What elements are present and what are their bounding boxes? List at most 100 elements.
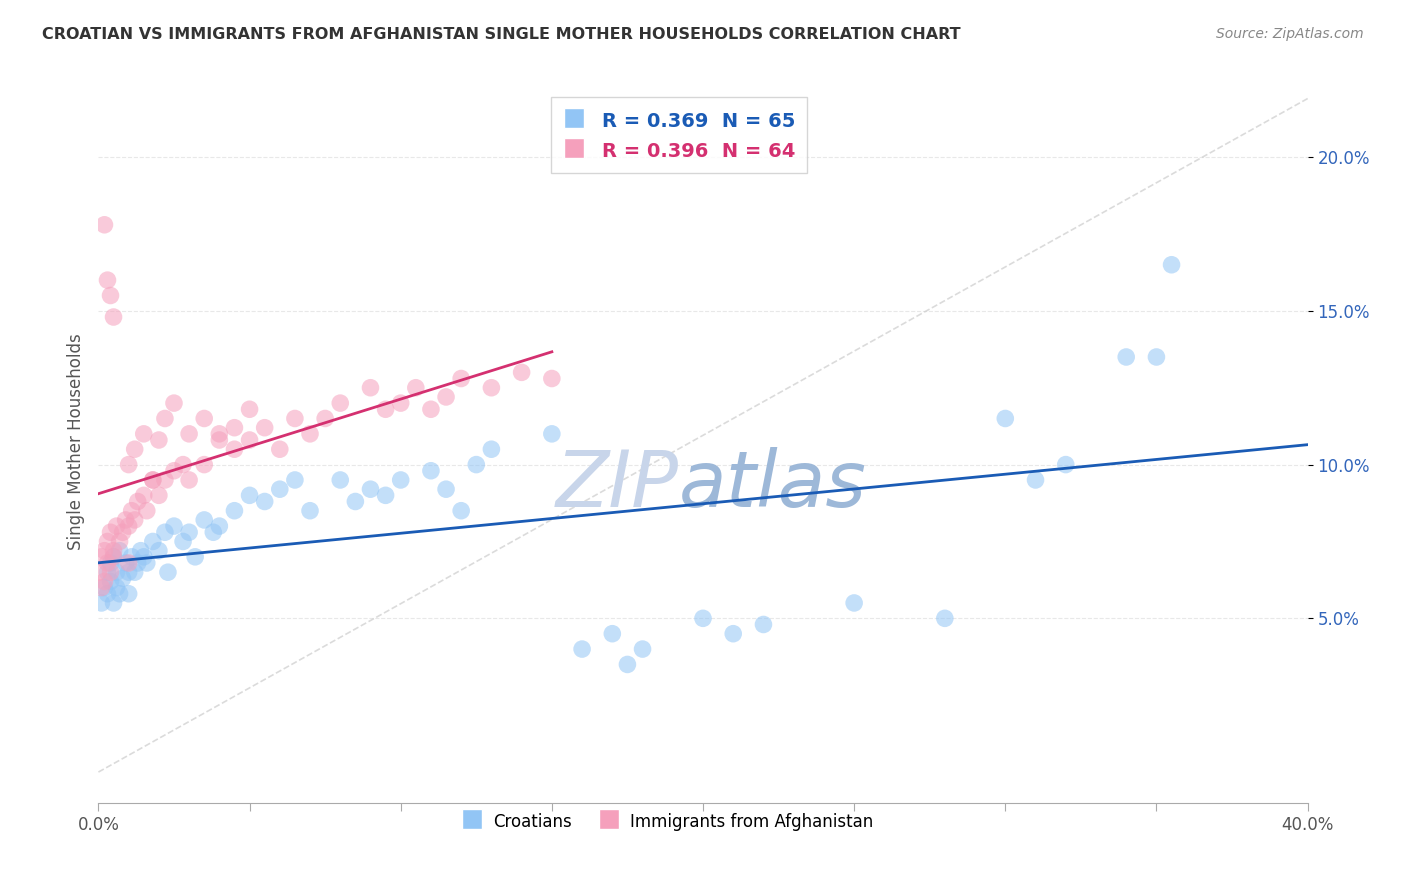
Point bbox=[100, 525, 122, 540]
Point bbox=[129, 543, 152, 558]
Point bbox=[994, 411, 1017, 425]
Point bbox=[93, 218, 115, 232]
Point bbox=[93, 543, 115, 558]
Point bbox=[692, 611, 714, 625]
Point bbox=[124, 513, 146, 527]
Point bbox=[202, 525, 225, 540]
Point bbox=[253, 494, 276, 508]
Point bbox=[118, 556, 141, 570]
Point bbox=[184, 549, 207, 564]
Point bbox=[465, 458, 488, 472]
Point bbox=[96, 565, 118, 579]
Point bbox=[602, 626, 624, 640]
Point bbox=[1160, 258, 1182, 272]
Legend: Croatians, Immigrants from Afghanistan: Croatians, Immigrants from Afghanistan bbox=[453, 805, 880, 838]
Point bbox=[93, 581, 115, 595]
Point bbox=[224, 442, 246, 457]
Point bbox=[142, 473, 165, 487]
Point bbox=[224, 504, 246, 518]
Point bbox=[389, 473, 412, 487]
Point bbox=[118, 565, 141, 579]
Point bbox=[269, 482, 291, 496]
Point bbox=[284, 473, 307, 487]
Point bbox=[96, 556, 118, 570]
Point bbox=[193, 458, 215, 472]
Point bbox=[193, 411, 215, 425]
Point bbox=[631, 642, 654, 657]
Point bbox=[90, 596, 112, 610]
Point bbox=[90, 581, 112, 595]
Point bbox=[481, 442, 503, 457]
Point bbox=[224, 420, 246, 434]
Point bbox=[208, 519, 231, 533]
Point bbox=[148, 433, 170, 447]
Point bbox=[100, 288, 122, 302]
Point bbox=[118, 458, 141, 472]
Point bbox=[1024, 473, 1046, 487]
Point bbox=[193, 513, 215, 527]
Point bbox=[253, 420, 276, 434]
Point bbox=[103, 310, 125, 324]
Text: CROATIAN VS IMMIGRANTS FROM AFGHANISTAN SINGLE MOTHER HOUSEHOLDS CORRELATION CHA: CROATIAN VS IMMIGRANTS FROM AFGHANISTAN … bbox=[42, 27, 960, 42]
Point bbox=[172, 534, 194, 549]
Point bbox=[156, 565, 179, 579]
Point bbox=[239, 433, 262, 447]
Point bbox=[114, 513, 136, 527]
Point bbox=[108, 543, 131, 558]
Point bbox=[389, 396, 412, 410]
Text: ZIP: ZIP bbox=[555, 447, 679, 523]
Point bbox=[118, 519, 141, 533]
Point bbox=[153, 411, 176, 425]
Point bbox=[96, 534, 118, 549]
Point bbox=[163, 464, 186, 478]
Point bbox=[179, 525, 201, 540]
Point bbox=[405, 381, 427, 395]
Text: Source: ZipAtlas.com: Source: ZipAtlas.com bbox=[1216, 27, 1364, 41]
Point bbox=[103, 543, 125, 558]
Point bbox=[127, 556, 149, 570]
Point bbox=[105, 581, 128, 595]
Point bbox=[127, 494, 149, 508]
Point bbox=[148, 543, 170, 558]
Point bbox=[360, 482, 382, 496]
Point bbox=[344, 494, 367, 508]
Point bbox=[540, 426, 562, 441]
Point bbox=[616, 657, 638, 672]
Point bbox=[329, 473, 352, 487]
Point bbox=[105, 519, 128, 533]
Point bbox=[1115, 350, 1137, 364]
Point bbox=[420, 402, 443, 417]
Y-axis label: Single Mother Households: Single Mother Households bbox=[66, 334, 84, 549]
Point bbox=[179, 473, 201, 487]
Point bbox=[93, 574, 115, 589]
Point bbox=[934, 611, 956, 625]
Point bbox=[100, 574, 122, 589]
Point bbox=[121, 549, 143, 564]
Point bbox=[752, 617, 775, 632]
Point bbox=[208, 433, 231, 447]
Point bbox=[314, 411, 336, 425]
Point bbox=[111, 525, 134, 540]
Point bbox=[100, 565, 122, 579]
Point bbox=[124, 565, 146, 579]
Point bbox=[114, 556, 136, 570]
Point bbox=[163, 519, 186, 533]
Point bbox=[90, 549, 112, 564]
Point bbox=[108, 534, 131, 549]
Point bbox=[1054, 458, 1077, 472]
Point bbox=[434, 390, 457, 404]
Point bbox=[571, 642, 593, 657]
Point bbox=[450, 371, 472, 385]
Point bbox=[103, 549, 125, 564]
Point bbox=[105, 565, 128, 579]
Point bbox=[153, 525, 176, 540]
Point bbox=[96, 587, 118, 601]
Point bbox=[329, 396, 352, 410]
Point bbox=[434, 482, 457, 496]
Point bbox=[420, 464, 443, 478]
Point bbox=[374, 402, 396, 417]
Point bbox=[179, 426, 201, 441]
Point bbox=[510, 365, 533, 379]
Point bbox=[118, 587, 141, 601]
Point bbox=[299, 504, 322, 518]
